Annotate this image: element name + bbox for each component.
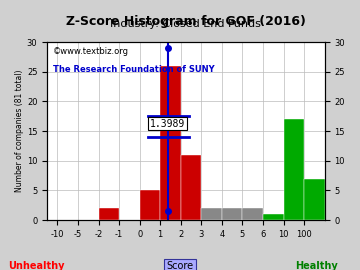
Text: 1.3989: 1.3989 xyxy=(150,119,185,129)
Text: Industry: Closed End Funds: Industry: Closed End Funds xyxy=(111,19,261,29)
Bar xyxy=(284,119,304,220)
Text: Healthy: Healthy xyxy=(296,261,338,270)
Bar xyxy=(304,178,325,220)
Text: ©www.textbiz.org: ©www.textbiz.org xyxy=(53,47,129,56)
Bar xyxy=(263,214,284,220)
Bar xyxy=(181,155,201,220)
Bar xyxy=(242,208,263,220)
Text: Score: Score xyxy=(166,261,194,270)
Bar xyxy=(140,190,160,220)
Title: Z-Score Histogram for GOF (2016): Z-Score Histogram for GOF (2016) xyxy=(66,15,306,28)
Bar xyxy=(222,208,242,220)
Bar xyxy=(160,66,181,220)
Text: Unhealthy: Unhealthy xyxy=(8,261,64,270)
Y-axis label: Number of companies (81 total): Number of companies (81 total) xyxy=(15,70,24,192)
Bar xyxy=(99,208,119,220)
Text: The Research Foundation of SUNY: The Research Foundation of SUNY xyxy=(53,65,214,74)
Bar xyxy=(201,208,222,220)
